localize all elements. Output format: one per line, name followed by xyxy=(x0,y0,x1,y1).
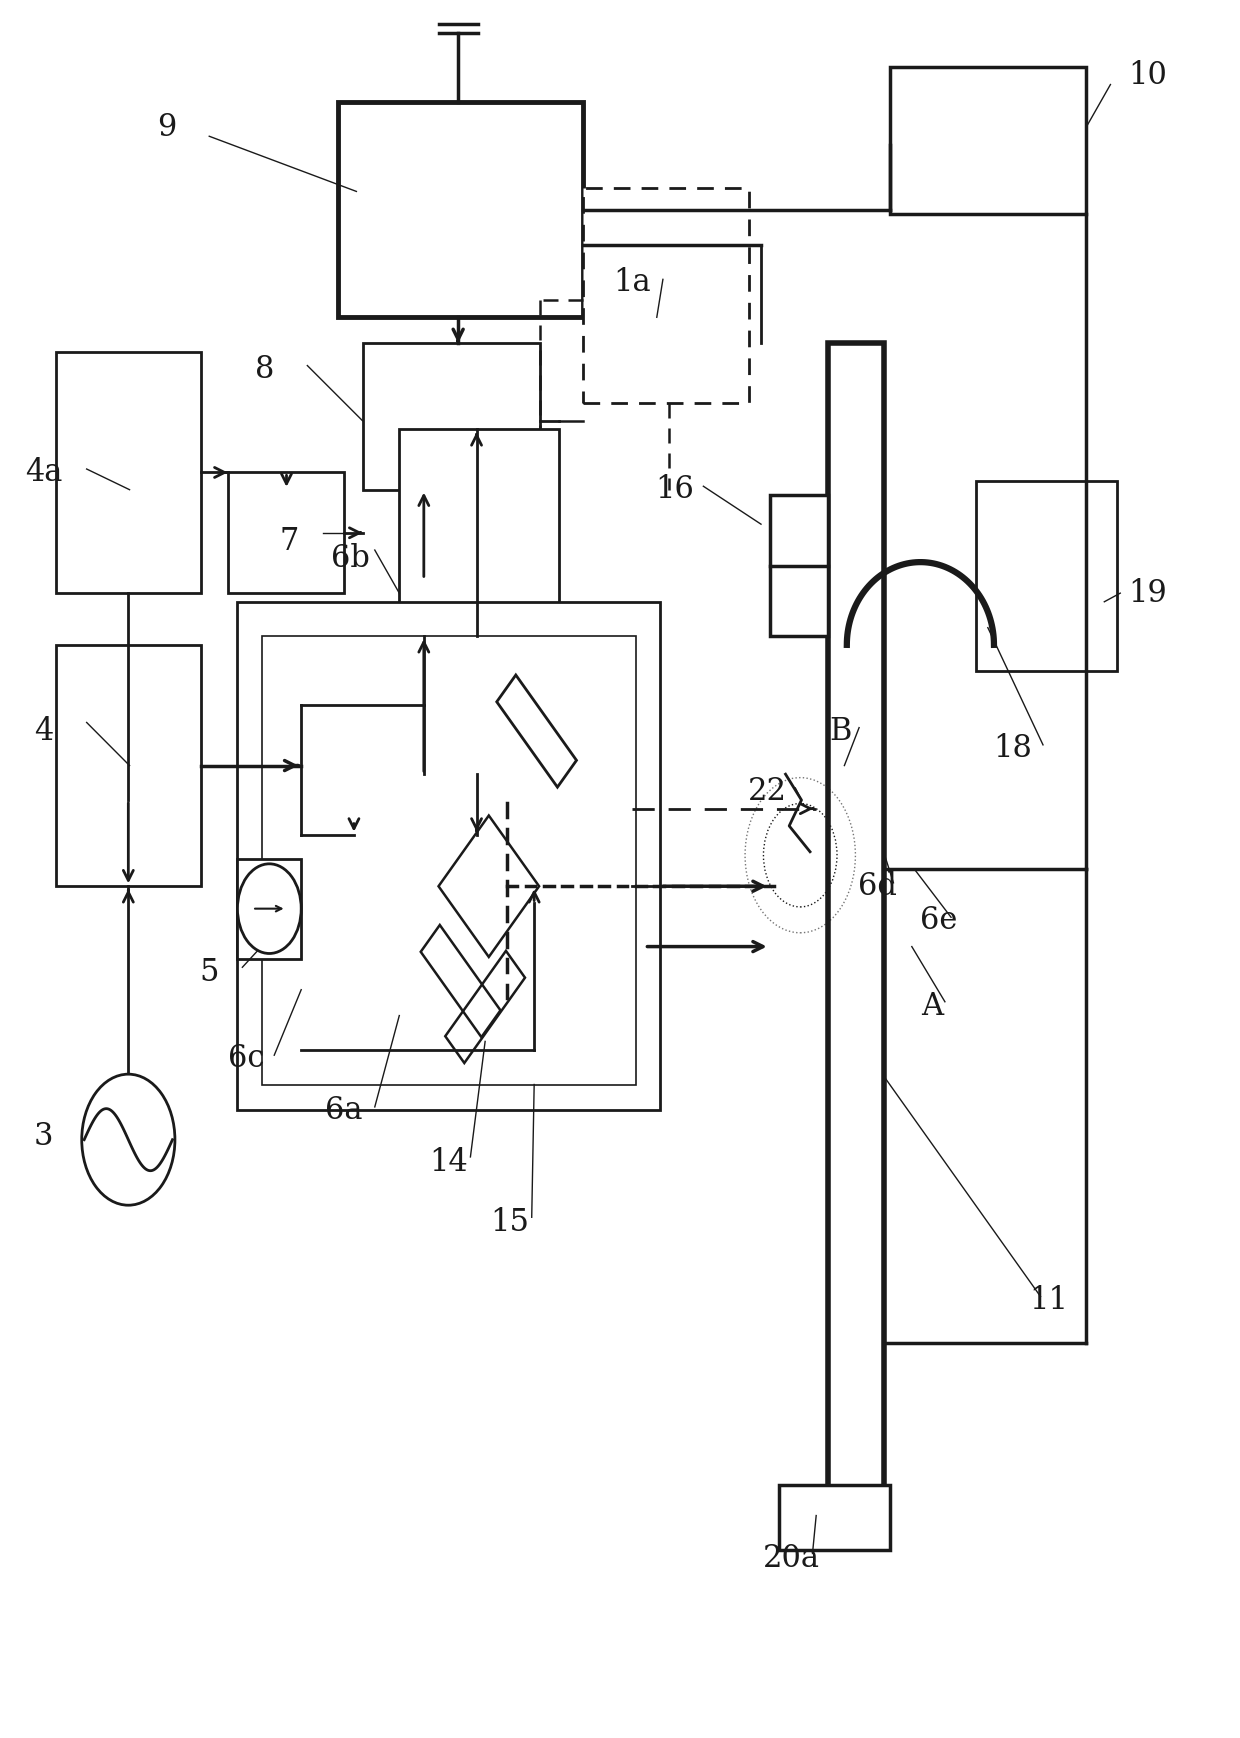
Bar xyxy=(583,188,749,403)
Circle shape xyxy=(237,864,301,954)
Bar xyxy=(362,342,541,490)
Text: 6e: 6e xyxy=(920,905,957,937)
Text: 6a: 6a xyxy=(325,1095,363,1126)
Bar xyxy=(780,1484,890,1550)
Text: 6b: 6b xyxy=(331,544,370,574)
Text: 4: 4 xyxy=(35,716,53,747)
Bar xyxy=(237,859,301,959)
Text: 3: 3 xyxy=(33,1121,53,1152)
Text: 11: 11 xyxy=(1029,1284,1069,1316)
Text: 8: 8 xyxy=(254,353,274,384)
Text: B: B xyxy=(830,716,852,747)
Text: 9: 9 xyxy=(156,113,176,143)
Bar xyxy=(56,645,201,886)
Text: 6d: 6d xyxy=(858,871,897,902)
Text: 10: 10 xyxy=(1128,61,1167,92)
Text: 15: 15 xyxy=(490,1206,529,1237)
Text: 4a: 4a xyxy=(25,457,62,488)
Bar xyxy=(399,429,559,773)
Bar xyxy=(770,495,828,636)
Bar xyxy=(262,636,636,1085)
Text: 14: 14 xyxy=(429,1147,467,1178)
Text: 22: 22 xyxy=(748,775,786,806)
Text: 1a: 1a xyxy=(614,268,651,299)
Bar xyxy=(56,351,201,593)
Circle shape xyxy=(82,1074,175,1204)
Text: 16: 16 xyxy=(656,474,694,506)
Text: 18: 18 xyxy=(993,733,1032,763)
Bar xyxy=(237,601,661,1111)
Bar xyxy=(228,473,345,593)
Text: A: A xyxy=(921,991,944,1022)
Text: 6c: 6c xyxy=(228,1043,264,1074)
Text: 20a: 20a xyxy=(763,1543,820,1575)
Bar xyxy=(339,103,583,318)
Text: 5: 5 xyxy=(200,958,219,987)
Bar xyxy=(890,68,1086,214)
Text: 7: 7 xyxy=(279,527,299,556)
Bar xyxy=(828,342,884,1516)
Bar xyxy=(976,481,1116,671)
Text: 19: 19 xyxy=(1128,577,1167,608)
